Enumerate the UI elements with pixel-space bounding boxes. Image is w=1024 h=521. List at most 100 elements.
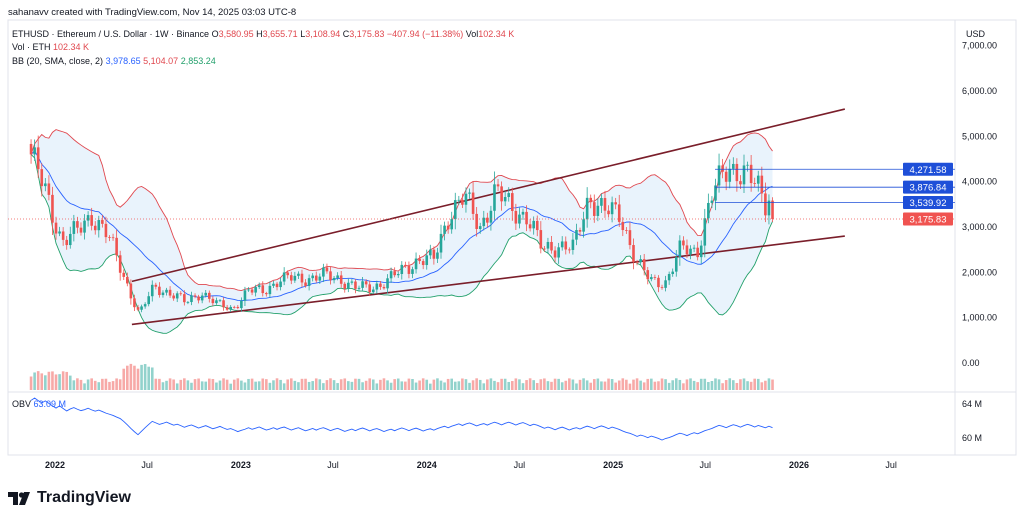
candle [168, 286, 172, 298]
obv-indicator-name[interactable]: OBV [12, 399, 32, 409]
candle-body [585, 197, 589, 220]
volume-bar [414, 382, 418, 390]
candle-body [503, 197, 507, 202]
candle-body [229, 306, 232, 310]
candle-body [525, 211, 528, 225]
candle-body [111, 237, 115, 239]
volume-bar [521, 383, 525, 390]
candle [86, 211, 90, 227]
volume-bar [236, 378, 240, 390]
candle [521, 208, 525, 220]
obv-tick-label: 60 M [962, 433, 982, 443]
volume-bar [76, 378, 79, 390]
candle-body [568, 249, 571, 251]
candle-body [347, 282, 350, 289]
candle [108, 235, 111, 242]
candle-body [396, 273, 400, 276]
volume-bar [746, 381, 749, 390]
candle [354, 279, 357, 294]
candle-body [400, 264, 404, 274]
candle [336, 272, 339, 281]
candle [739, 175, 742, 190]
volume-bar [268, 382, 272, 390]
candle-body [336, 275, 339, 278]
candle-body [254, 287, 257, 293]
candle-body [371, 289, 375, 293]
volume-bar [314, 378, 318, 390]
volume-bar [72, 380, 76, 390]
volume-bar [190, 382, 193, 390]
candle-body [65, 239, 69, 246]
candle [282, 267, 286, 286]
symbol-name[interactable]: ETHUSD · Ethereum / U.S. Dollar · 1W · B… [12, 29, 210, 39]
candle [550, 236, 553, 254]
candle [553, 246, 557, 263]
candle-body [368, 284, 372, 293]
candle-body [40, 169, 44, 187]
candle [332, 276, 336, 284]
candle [660, 284, 664, 290]
volume-bar [703, 378, 707, 390]
candle-body [68, 233, 72, 246]
candle-body [571, 239, 575, 250]
candle [642, 253, 646, 276]
candle-body [453, 200, 457, 220]
candle-body [322, 267, 325, 277]
volume-bar [354, 378, 357, 390]
candle-body [732, 163, 735, 169]
candle [753, 177, 756, 188]
candle [404, 261, 407, 268]
x-tick-label: 2024 [417, 460, 437, 470]
candle-body [261, 285, 265, 294]
candle [461, 193, 464, 208]
volume-bar [54, 374, 58, 390]
candle-body [535, 220, 539, 231]
candle-body [646, 270, 650, 280]
bb-indicator-name[interactable]: BB (20, SMA, close, 2) [12, 56, 104, 66]
candle-body [115, 237, 118, 256]
volume-bar [104, 378, 108, 390]
volume-bar [336, 383, 339, 390]
candle-body [364, 281, 368, 285]
candle-body [179, 293, 183, 295]
candle [225, 304, 229, 311]
volume-bar [93, 380, 97, 390]
candle [72, 214, 76, 242]
candle-body [225, 307, 229, 310]
volume-indicator-name[interactable]: Vol · ETH [12, 42, 51, 52]
candle-body [543, 248, 546, 250]
candle [379, 280, 382, 290]
candle-body [297, 273, 300, 276]
y-tick-label: 7,000.00 [962, 41, 997, 51]
candle-body [707, 202, 710, 219]
candle [568, 247, 571, 254]
volume-bar [311, 381, 314, 390]
candle-body [514, 210, 518, 224]
volume-bar [614, 382, 617, 390]
volume-bar [232, 379, 236, 390]
symbol-legend: ETHUSD · Ethereum / U.S. Dollar · 1W · B… [12, 29, 515, 39]
candle [339, 270, 343, 288]
candle [147, 291, 151, 307]
candle-body [557, 247, 560, 258]
candle [297, 271, 300, 280]
candle-body [207, 292, 211, 299]
volume-bar [589, 382, 593, 390]
volume-indicator-value: 102.34 K [53, 42, 90, 52]
candle-body [429, 249, 432, 256]
volume-bar [560, 382, 564, 390]
volume-bar [660, 378, 664, 390]
candle-body [489, 210, 493, 223]
candle [122, 269, 126, 281]
candle [101, 214, 104, 228]
volume-bar [496, 382, 500, 390]
candle [546, 237, 550, 254]
volume-bar [553, 378, 557, 390]
price-label: 3,175.83 [910, 214, 947, 225]
candle-body [318, 276, 322, 281]
volume-bar [318, 379, 322, 390]
candle [357, 285, 361, 291]
x-tick-label: Jul [514, 460, 526, 470]
candle-body [436, 252, 439, 259]
